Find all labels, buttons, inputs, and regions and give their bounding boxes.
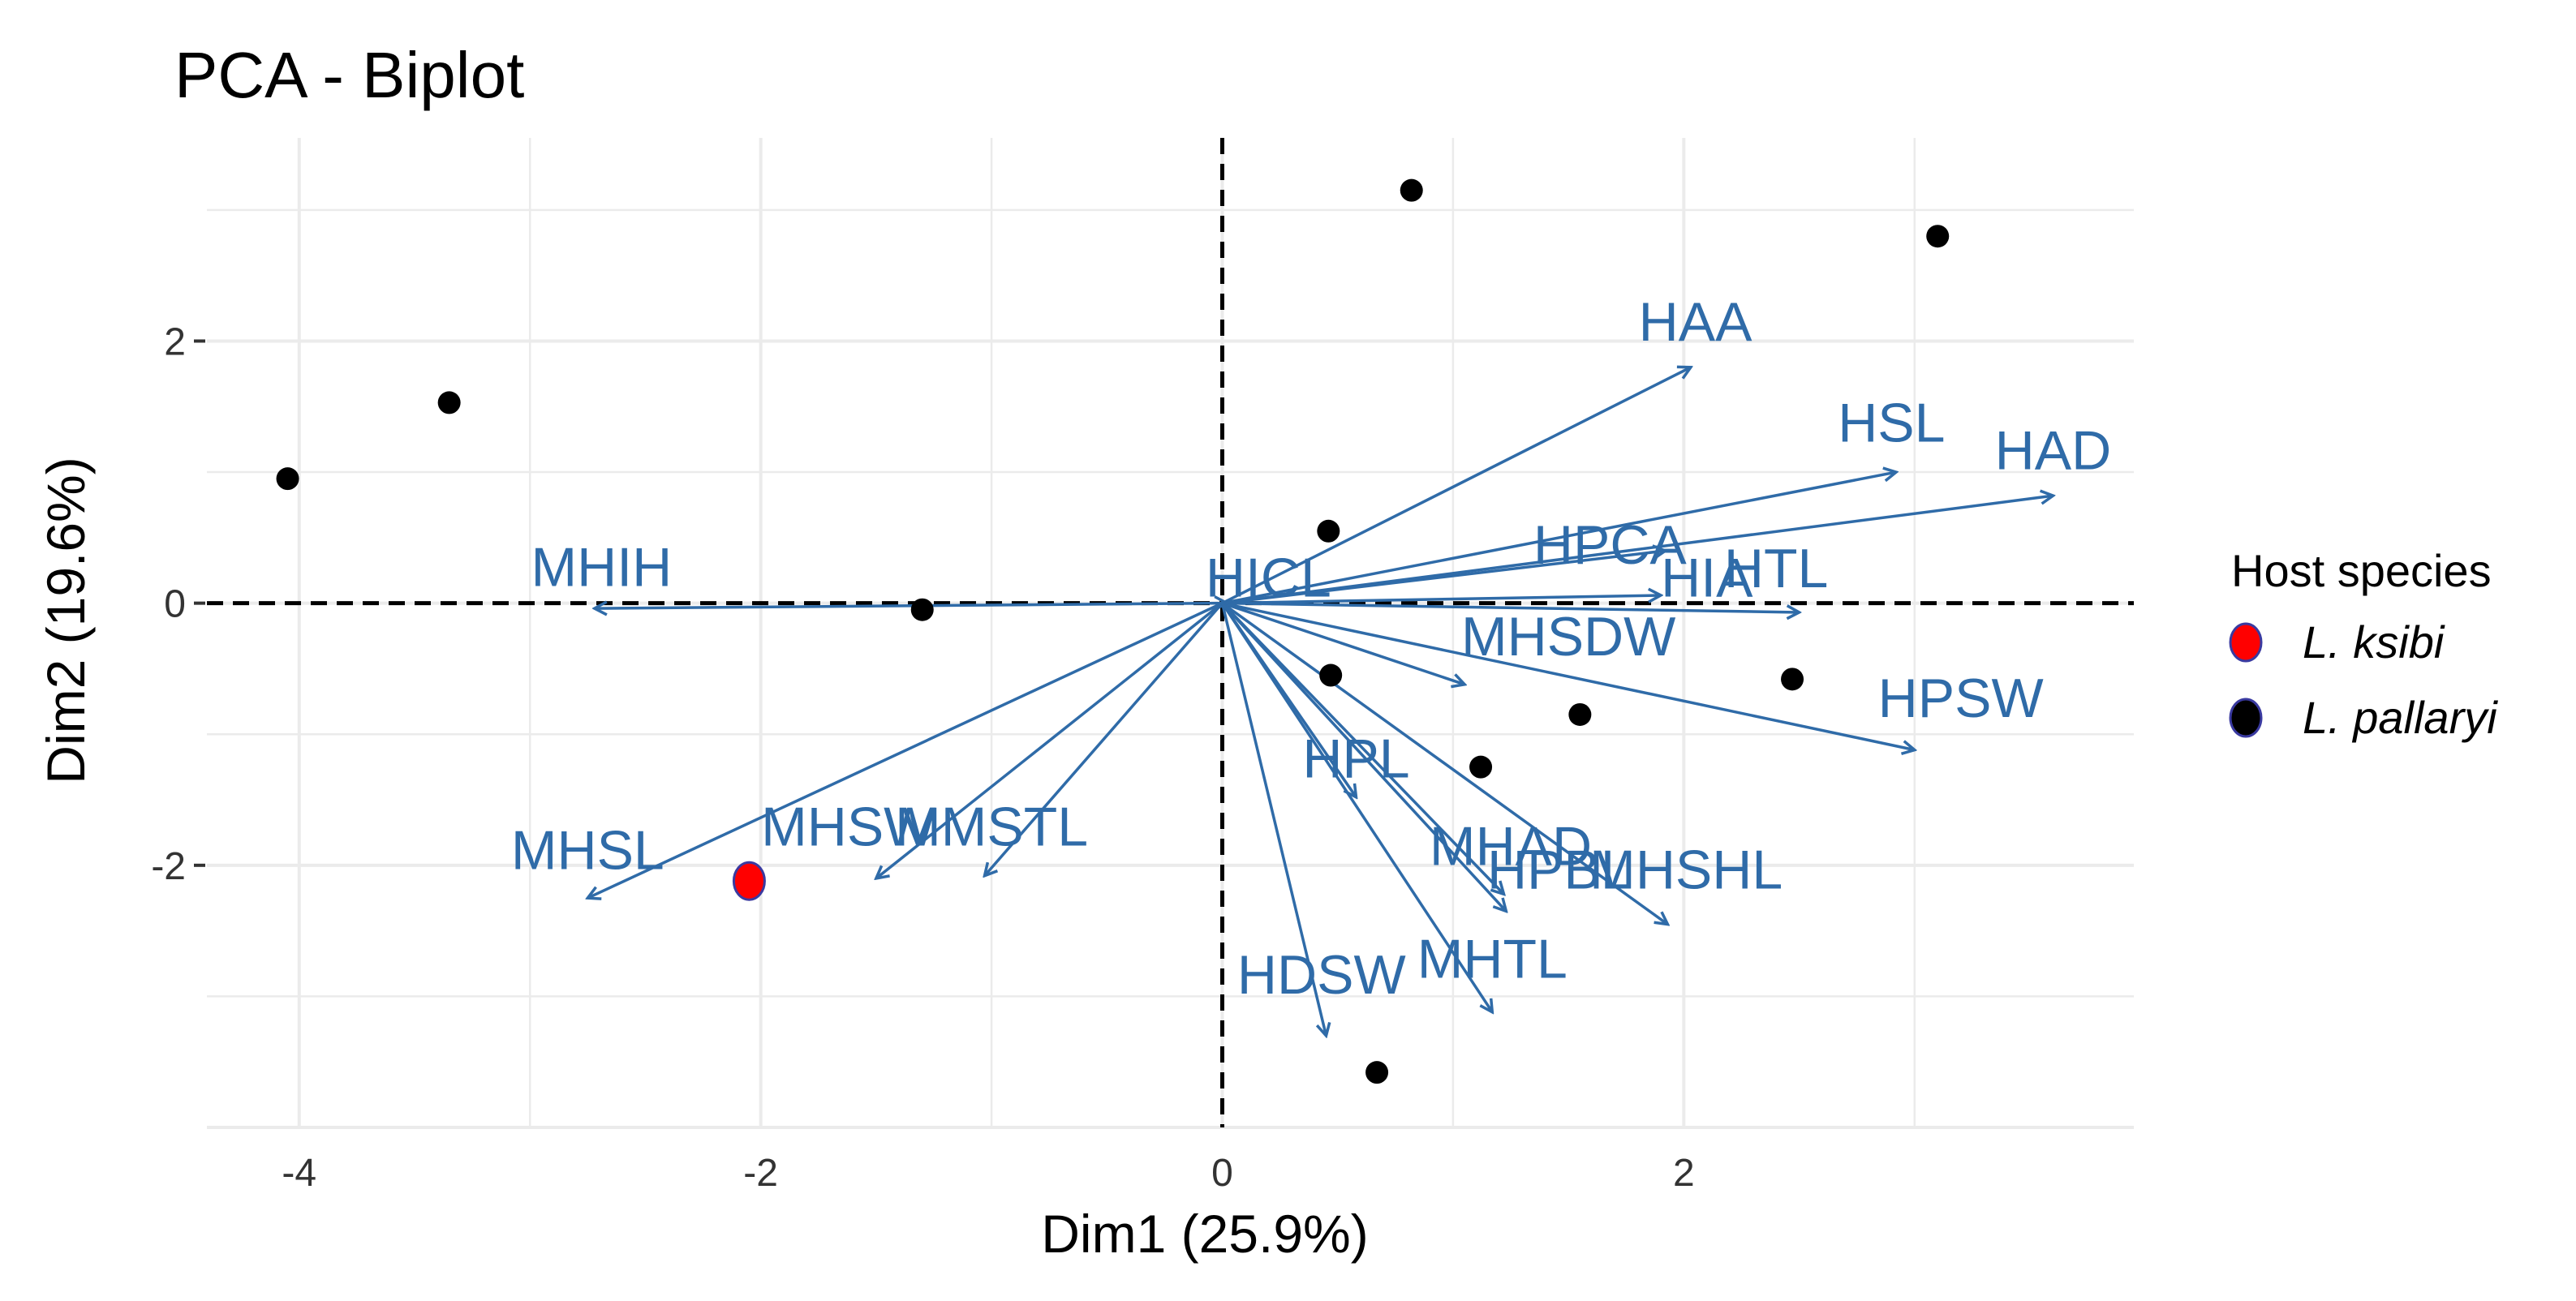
point-l-pallaryi [276, 467, 299, 491]
label-hpbl: HPBL [1487, 839, 1632, 901]
label-mhih: MHIH [531, 536, 672, 598]
label-hia: HIA [1661, 547, 1753, 608]
point-l-pallaryi [437, 391, 461, 414]
arrow-had [1222, 496, 2053, 605]
label-hpca: HPCA [1533, 514, 1688, 576]
arrow-hpca [1222, 551, 1665, 605]
arrow-htl [1222, 601, 1799, 612]
label-hpl: HPL [1302, 728, 1409, 789]
label-mhshl: MHSHL [1589, 839, 1783, 901]
y-tick-label: 0 [164, 583, 186, 626]
arrow-hsl [1222, 472, 1896, 605]
label-mhsl: MHSL [511, 819, 664, 881]
chart-title: PCA - Biplot [174, 39, 524, 111]
point-l-pallaryi [910, 598, 934, 621]
point-l-ksibi [732, 861, 766, 901]
legend-title: Host species [2231, 545, 2492, 596]
arrow-hpbl [1221, 602, 1506, 912]
point-l-pallaryi [1781, 668, 1804, 691]
label-haa: HAA [1639, 291, 1752, 353]
label-mhsdw: MHSDW [1461, 606, 1675, 668]
label-hdsw: HDSW [1237, 944, 1406, 1006]
arrow-mhad [1221, 602, 1503, 895]
arrow-hpsw [1222, 601, 1914, 750]
legend-label-l-ksibi: L. ksibi [2303, 616, 2445, 668]
axis-ticks: -4 -2 0 2 -2 0 2 [151, 320, 1694, 1195]
point-l-pallaryi [1400, 178, 1423, 202]
arrow-mhsl [587, 602, 1223, 899]
arrow-mhsdw [1221, 601, 1464, 685]
x-axis-title: Dim1 (25.9%) [1041, 1204, 1368, 1264]
point-l-pallaryi [1365, 1061, 1389, 1084]
individual-points [276, 178, 1950, 1084]
arrow-mmstl [985, 602, 1223, 876]
arrow-hia [1222, 595, 1660, 605]
arrow-haa [1221, 367, 1690, 605]
x-tick-label: -2 [743, 1152, 778, 1195]
label-mhtl: MHTL [1417, 929, 1568, 990]
label-htl: HTL [1724, 538, 1828, 599]
point-l-pallaryi [1319, 663, 1343, 687]
label-hicl: HICL [1206, 547, 1331, 608]
point-l-pallaryi [1568, 702, 1592, 726]
label-mhsw: MHSW [761, 796, 935, 857]
y-tick-label: -2 [151, 845, 186, 888]
legend: Host species L. ksibi L. pallaryi [2229, 545, 2498, 743]
point-l-pallaryi [1469, 755, 1493, 779]
x-tick-label: -4 [282, 1152, 316, 1195]
point-l-pallaryi [1317, 519, 1340, 543]
variable-arrows [587, 367, 2053, 1036]
reference-lines [207, 138, 2134, 1127]
arrow-mhtl [1221, 602, 1492, 1012]
x-tick-label: 0 [1211, 1152, 1233, 1195]
y-axis-title: Dim2 (19.6%) [36, 457, 96, 784]
label-hpsw: HPSW [1878, 668, 2044, 729]
arrow-mhshl [1221, 602, 1667, 925]
arrow-mhsw [876, 602, 1223, 878]
label-mmstl: MMSTL [895, 796, 1088, 857]
y-tick-label: 2 [164, 320, 186, 363]
legend-label-l-pallaryi: L. pallaryi [2303, 692, 2498, 743]
arrow-mhih [595, 603, 1223, 608]
label-mhad: MHAD [1430, 816, 1592, 878]
legend-key-l-ksibi [2229, 622, 2263, 663]
x-tick-label: 2 [1673, 1152, 1695, 1195]
point-l-pallaryi [1926, 225, 1950, 248]
arrow-hdsw [1220, 603, 1326, 1036]
label-hsl: HSL [1838, 393, 1945, 454]
grid [207, 138, 2134, 1129]
legend-key-l-pallaryi [2229, 698, 2263, 738]
label-had: HAD [1995, 420, 2112, 482]
